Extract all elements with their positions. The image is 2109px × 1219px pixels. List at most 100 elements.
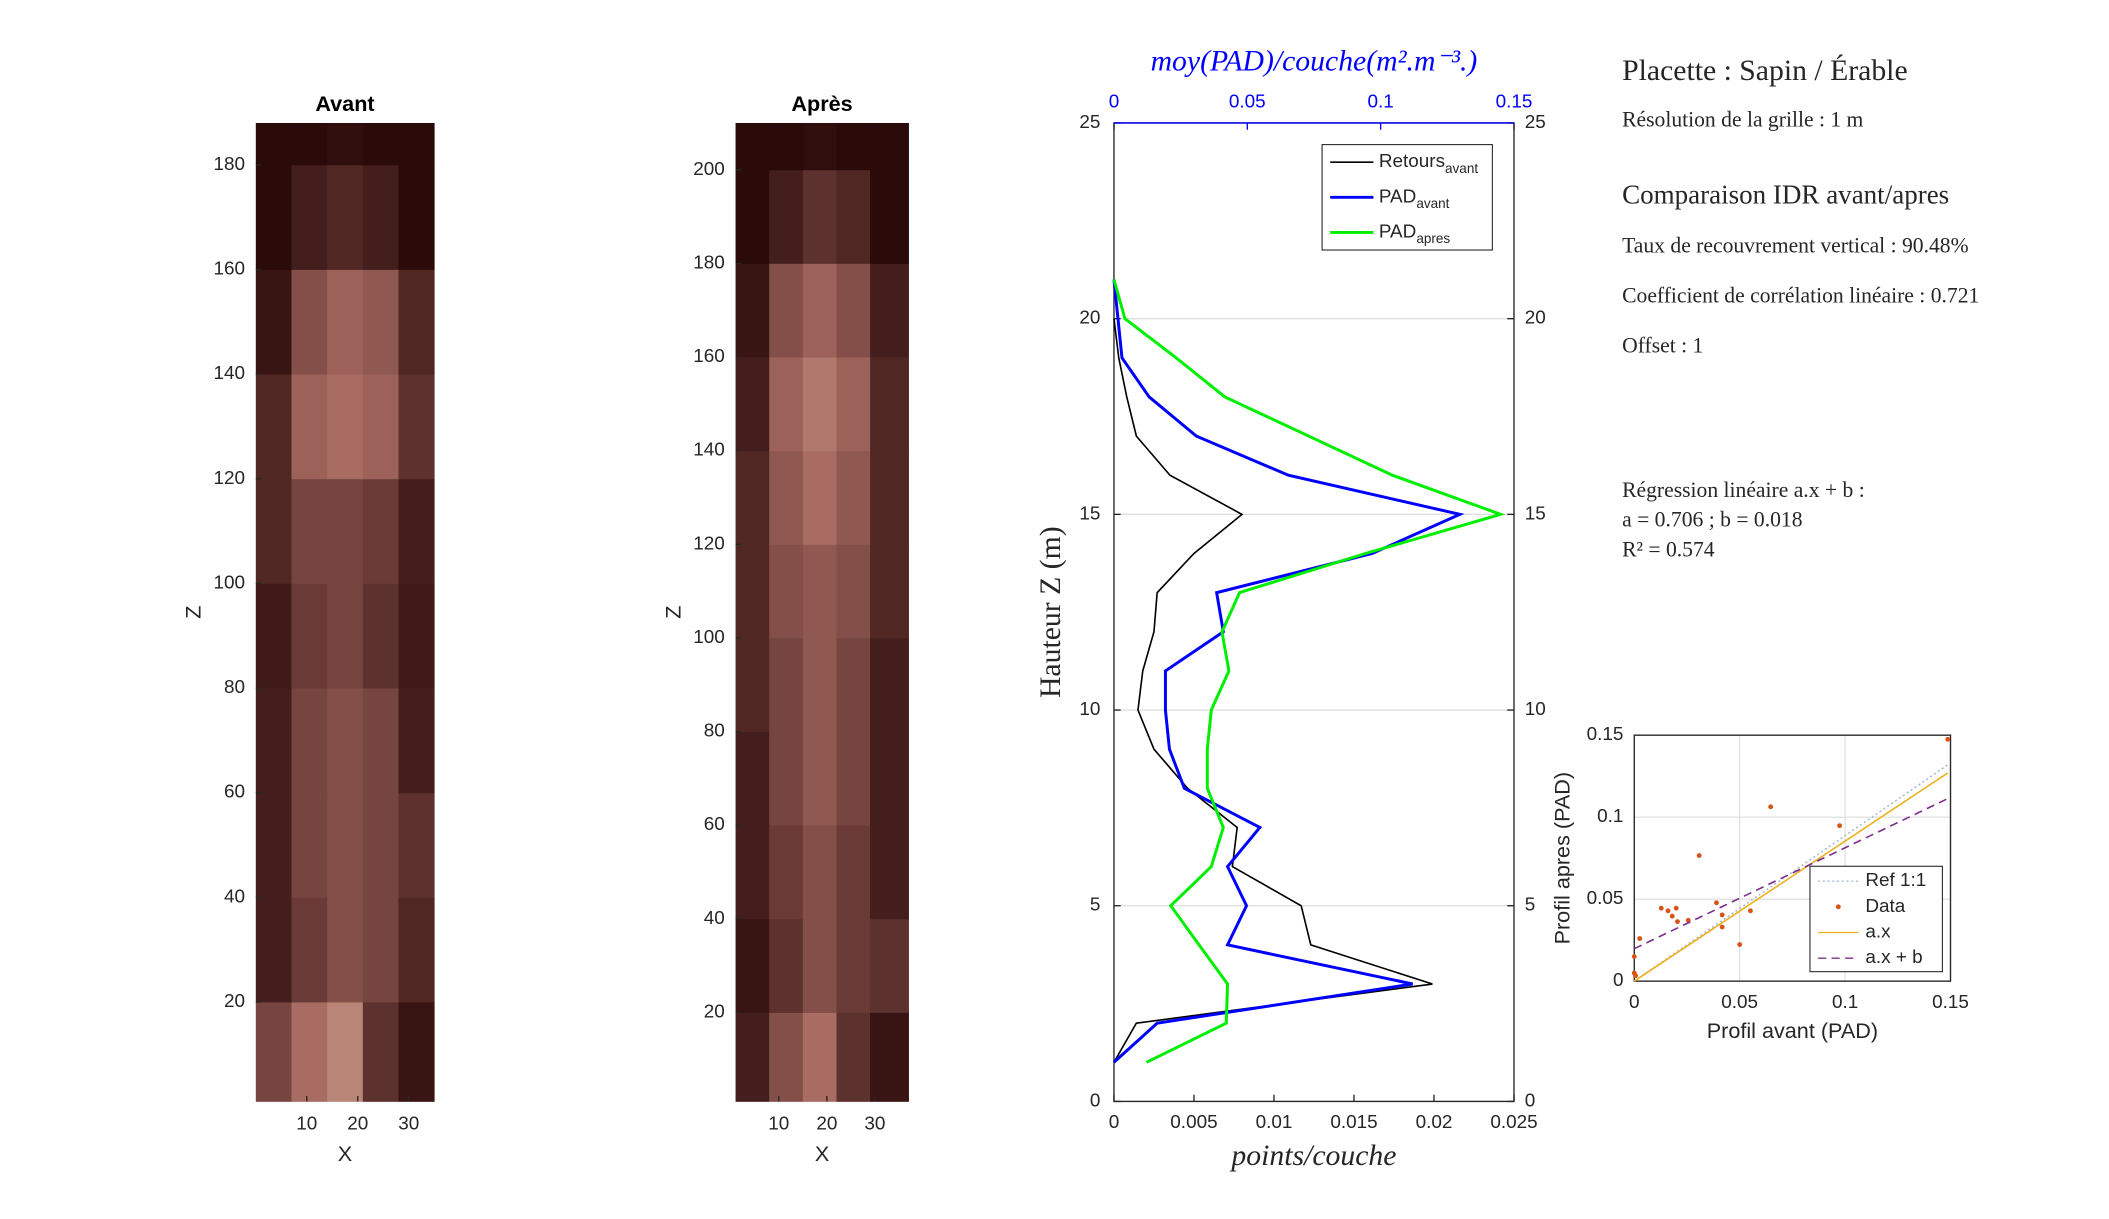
- heat-cell: [802, 1012, 837, 1102]
- heat-cell: [769, 263, 804, 358]
- legend-subscript: apres: [1416, 231, 1450, 246]
- heat-cell: [291, 269, 328, 375]
- y-tick-label: 100: [213, 572, 245, 593]
- heat-cell: [836, 637, 871, 732]
- data-point: [1737, 942, 1743, 948]
- y2-tick-label: 15: [1525, 503, 1546, 524]
- heat-cell: [327, 374, 364, 480]
- heat-cell: [836, 731, 871, 826]
- y-tick-label: 200: [693, 159, 725, 180]
- data-point: [1669, 913, 1675, 919]
- x-tick-label: 0.015: [1330, 1112, 1377, 1133]
- data-point: [1675, 919, 1680, 925]
- heat-cell: [398, 792, 435, 898]
- heat-cell: [836, 825, 871, 920]
- legend-label: Data: [1865, 896, 1905, 917]
- heat-cell: [398, 478, 435, 584]
- panel-text: Offset : 1: [1622, 333, 1703, 357]
- y-tick-label: 0.05: [1587, 888, 1624, 909]
- heat-cell: [769, 450, 804, 545]
- heat-cell: [255, 583, 292, 689]
- heat-cell: [398, 122, 435, 166]
- heat-cell: [255, 792, 292, 898]
- legend-label: PADapres: [1379, 221, 1451, 245]
- fit-line: [1633, 797, 1949, 950]
- data-point: [1768, 804, 1774, 810]
- heat-cell: [870, 169, 909, 264]
- data-line: [1112, 279, 1506, 1064]
- heat-cell: [327, 688, 364, 794]
- legend-label: PADavant: [1379, 186, 1450, 210]
- x2-tick-label: 0.05: [1229, 92, 1266, 113]
- y-tick-label: 80: [704, 721, 725, 742]
- heat-cell: [255, 269, 292, 375]
- y2-tick-label: 20: [1525, 308, 1546, 329]
- panel-text: Résolution de la grille : 1 m: [1622, 108, 1863, 132]
- heat-cell: [255, 374, 292, 480]
- fit-line: [1633, 764, 1949, 982]
- panel-text: Taux de recouvrement vertical : 90.48%: [1622, 233, 1969, 257]
- heat-cell: [870, 918, 909, 1013]
- y-tick-label: 80: [224, 677, 245, 698]
- x-tick-label: 0.15: [1932, 992, 1969, 1013]
- heat-cell: [327, 164, 364, 270]
- y-tick-label: 20: [224, 991, 245, 1012]
- heat-cell: [802, 450, 837, 545]
- x2-tick-label: 0.1: [1367, 92, 1393, 113]
- plot-frame: [1633, 734, 1952, 982]
- heat-cell: [836, 169, 871, 264]
- x2-tick-label: 0.15: [1496, 92, 1533, 113]
- x-tick-label: 10: [296, 1113, 317, 1134]
- x-tick-label: 0.02: [1416, 1112, 1453, 1133]
- data-point: [1658, 905, 1664, 911]
- data-point: [1637, 936, 1643, 941]
- x-tick-label: 10: [768, 1113, 789, 1134]
- heat-cell: [769, 918, 804, 1013]
- heat-cell: [870, 1012, 909, 1102]
- y-tick-label: 40: [704, 908, 725, 929]
- heat-cell: [769, 731, 804, 826]
- y-tick-label: 160: [213, 258, 245, 279]
- y-tick-label: 60: [704, 814, 725, 835]
- data-point: [1719, 924, 1725, 930]
- heat-cell: [802, 918, 837, 1013]
- legend-swatch: [1835, 904, 1841, 910]
- legend-label: Ref 1:1: [1865, 870, 1926, 891]
- heat-cell: [362, 897, 399, 1003]
- y-tick-label: 40: [224, 886, 245, 907]
- x-axis-label: points/couche: [1229, 1140, 1396, 1172]
- heat-cell: [769, 637, 804, 732]
- y-tick-label: 60: [224, 782, 245, 803]
- legend-label: a.x + b: [1865, 947, 1922, 968]
- heat-cell: [802, 731, 837, 826]
- chart-title: Après: [791, 91, 852, 116]
- heat-cell: [735, 450, 770, 545]
- data-line: [1112, 279, 1465, 1064]
- heat-cell: [870, 731, 909, 826]
- data-point: [1837, 823, 1843, 829]
- heat-cell: [735, 731, 770, 826]
- x-axis-label: X: [338, 1141, 352, 1166]
- heat-cell: [255, 478, 292, 584]
- data-point: [1633, 973, 1638, 979]
- x-tick-label: 30: [864, 1113, 885, 1134]
- y-tick-label: 0.1: [1597, 806, 1623, 827]
- heat-cell: [398, 374, 435, 480]
- heat-cell: [769, 825, 804, 920]
- heat-cell: [836, 450, 871, 545]
- y-axis-label: Z: [660, 606, 685, 619]
- y-tick-label: 140: [213, 363, 245, 384]
- panel-heading: Comparaison IDR avant/apres: [1622, 180, 1949, 210]
- y2-tick-label: 25: [1525, 112, 1546, 133]
- x-axis-label: X: [815, 1141, 829, 1166]
- heat-cell: [735, 918, 770, 1013]
- heat-cell: [870, 450, 909, 545]
- legend-box: [1809, 865, 1943, 973]
- x-axis-label: Profil avant (PAD): [1707, 1018, 1878, 1043]
- panel-title: Placette : Sapin / Érable: [1622, 54, 1908, 87]
- heat-cell: [327, 269, 364, 375]
- heat-cell: [836, 122, 871, 171]
- panel-text: a = 0.706 ; b = 0.018: [1622, 508, 1802, 532]
- y-tick-label: 140: [693, 440, 725, 461]
- heat-cell: [291, 478, 328, 584]
